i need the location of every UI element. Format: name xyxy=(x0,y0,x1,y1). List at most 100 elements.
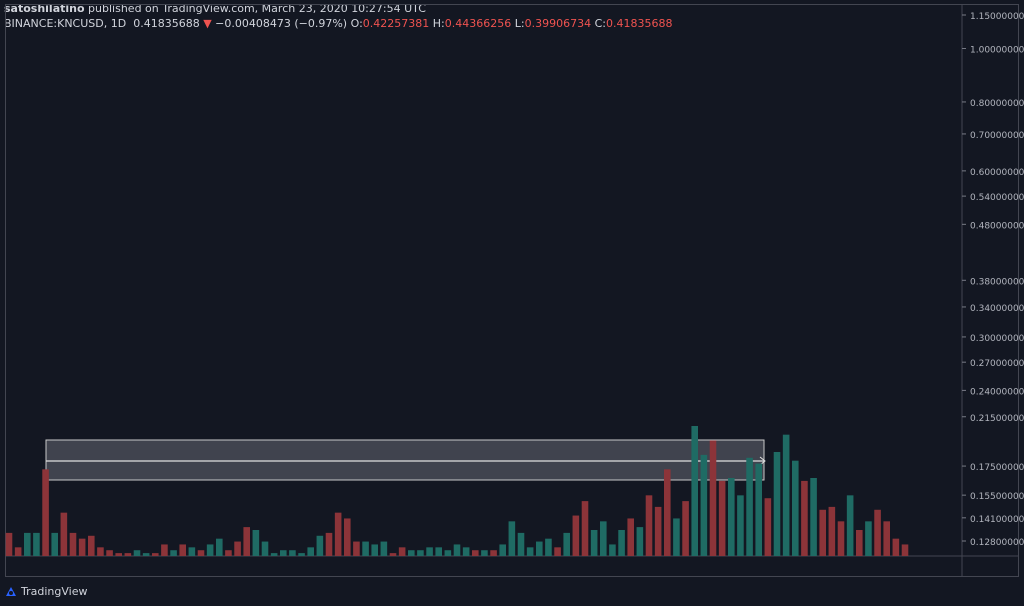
volume-bar xyxy=(627,518,635,556)
price-tick-label: 0.38000000 xyxy=(970,277,1024,287)
low-value: 0.39906734 xyxy=(524,17,592,30)
volume-bar xyxy=(645,495,653,556)
volume-bar xyxy=(444,550,452,556)
volume-bar xyxy=(426,547,433,556)
volume-bar xyxy=(801,480,808,556)
volume-bar xyxy=(417,550,424,556)
open-label: O: xyxy=(350,17,363,30)
volume-bar xyxy=(682,501,689,556)
volume-bar xyxy=(727,478,735,556)
price-tick-label: 0.54000000 xyxy=(970,193,1024,203)
volume-bar xyxy=(362,541,369,556)
volume-bar xyxy=(499,544,507,556)
volume-bar xyxy=(51,532,59,556)
volume-bar xyxy=(206,544,214,556)
volume-bar xyxy=(654,506,662,556)
volume-bar xyxy=(462,547,470,556)
volume-bar xyxy=(371,544,379,556)
volume-bar xyxy=(508,521,516,556)
volume-bar xyxy=(883,521,891,556)
volume-bar xyxy=(435,547,443,556)
volume-bar xyxy=(60,512,68,556)
chart-frame xyxy=(5,4,1019,577)
price-tick-label: 0.12800000 xyxy=(970,538,1024,548)
volume-bar xyxy=(325,532,333,556)
price-tick-label: 0.17500000 xyxy=(970,463,1024,473)
volume-bar xyxy=(389,553,397,556)
volume-bar xyxy=(151,553,159,556)
volume-bar xyxy=(115,553,123,556)
volume-bar xyxy=(865,521,872,556)
volume-bar xyxy=(700,454,708,556)
volume-bar xyxy=(764,498,772,556)
volume-bar xyxy=(261,541,269,556)
price-tick-label: 0.27000000 xyxy=(970,359,1024,369)
volume-bar xyxy=(5,532,13,556)
volume-bar xyxy=(307,547,315,556)
footer: TradingView xyxy=(4,584,87,598)
volume-bar xyxy=(69,532,77,556)
price-tick-label: 0.80000000 xyxy=(970,99,1024,109)
volume-bar xyxy=(289,550,296,556)
close-label: C: xyxy=(594,17,606,30)
tradingview-logo-icon xyxy=(6,587,16,596)
volume-bar xyxy=(874,509,881,556)
volume-bar xyxy=(188,547,196,556)
price-tick-label: 0.34000000 xyxy=(970,304,1024,314)
high-label: H: xyxy=(432,17,445,30)
volume-bar xyxy=(170,550,177,556)
volume-bar xyxy=(179,544,187,556)
volume-bar xyxy=(563,532,571,556)
volume-bar xyxy=(481,550,488,556)
volume-bar xyxy=(407,550,415,556)
brand[interactable]: TradingView xyxy=(21,584,88,598)
high-value: 0.44366256 xyxy=(444,17,512,30)
volume-bar xyxy=(78,538,86,556)
volume-bar xyxy=(133,550,141,556)
volume-bar xyxy=(298,553,305,556)
volume-bar xyxy=(892,538,900,556)
volume-bar xyxy=(673,518,680,556)
volume-bar xyxy=(545,538,552,556)
volume-bar xyxy=(316,535,324,556)
published-text: published on TradingView.com, March 23, … xyxy=(88,2,426,15)
volume-bar xyxy=(663,469,671,556)
volume-bar xyxy=(398,547,406,556)
price-tick-label: 0.30000000 xyxy=(970,334,1024,344)
symbol[interactable]: BINANCE:KNCUSD, 1D xyxy=(4,17,127,30)
volume-bar xyxy=(636,527,644,556)
low-label: L: xyxy=(514,17,525,30)
volume-bar xyxy=(142,553,150,556)
volume-bar xyxy=(490,550,497,556)
volume-bar xyxy=(828,506,836,556)
volume-bar xyxy=(618,530,625,556)
volume-bar xyxy=(23,532,31,556)
price-tick-label: 0.21500000 xyxy=(970,414,1024,424)
price-tick-label: 0.48000000 xyxy=(970,221,1024,231)
price-tick-label: 0.15500000 xyxy=(970,492,1024,502)
date-range-box[interactable] xyxy=(45,439,765,481)
volume-bar xyxy=(234,541,241,556)
volume-bar xyxy=(106,550,113,556)
volume-bar xyxy=(526,547,534,556)
volume-bar xyxy=(837,521,845,556)
volume-bar xyxy=(517,532,525,556)
volume-bar xyxy=(599,521,607,556)
volume-bar xyxy=(243,527,251,556)
author[interactable]: satoshilatino xyxy=(4,2,85,15)
open-value: 0.42257381 xyxy=(362,17,430,30)
volume-bar xyxy=(380,541,388,556)
publisher-line: satoshilatino published on TradingView.c… xyxy=(4,2,426,15)
volume-bar xyxy=(343,518,351,556)
volume-bar xyxy=(334,512,342,556)
down-arrow-icon: ▼ xyxy=(203,17,212,30)
volume-bar xyxy=(855,530,863,556)
close-value: 0.41835688 xyxy=(605,17,673,30)
volume-bar xyxy=(42,469,49,556)
volume-bar xyxy=(161,544,168,556)
volume-bar xyxy=(609,544,616,556)
volume-bar xyxy=(453,544,461,556)
volume-bar xyxy=(773,452,781,556)
volume-bar xyxy=(225,550,232,556)
